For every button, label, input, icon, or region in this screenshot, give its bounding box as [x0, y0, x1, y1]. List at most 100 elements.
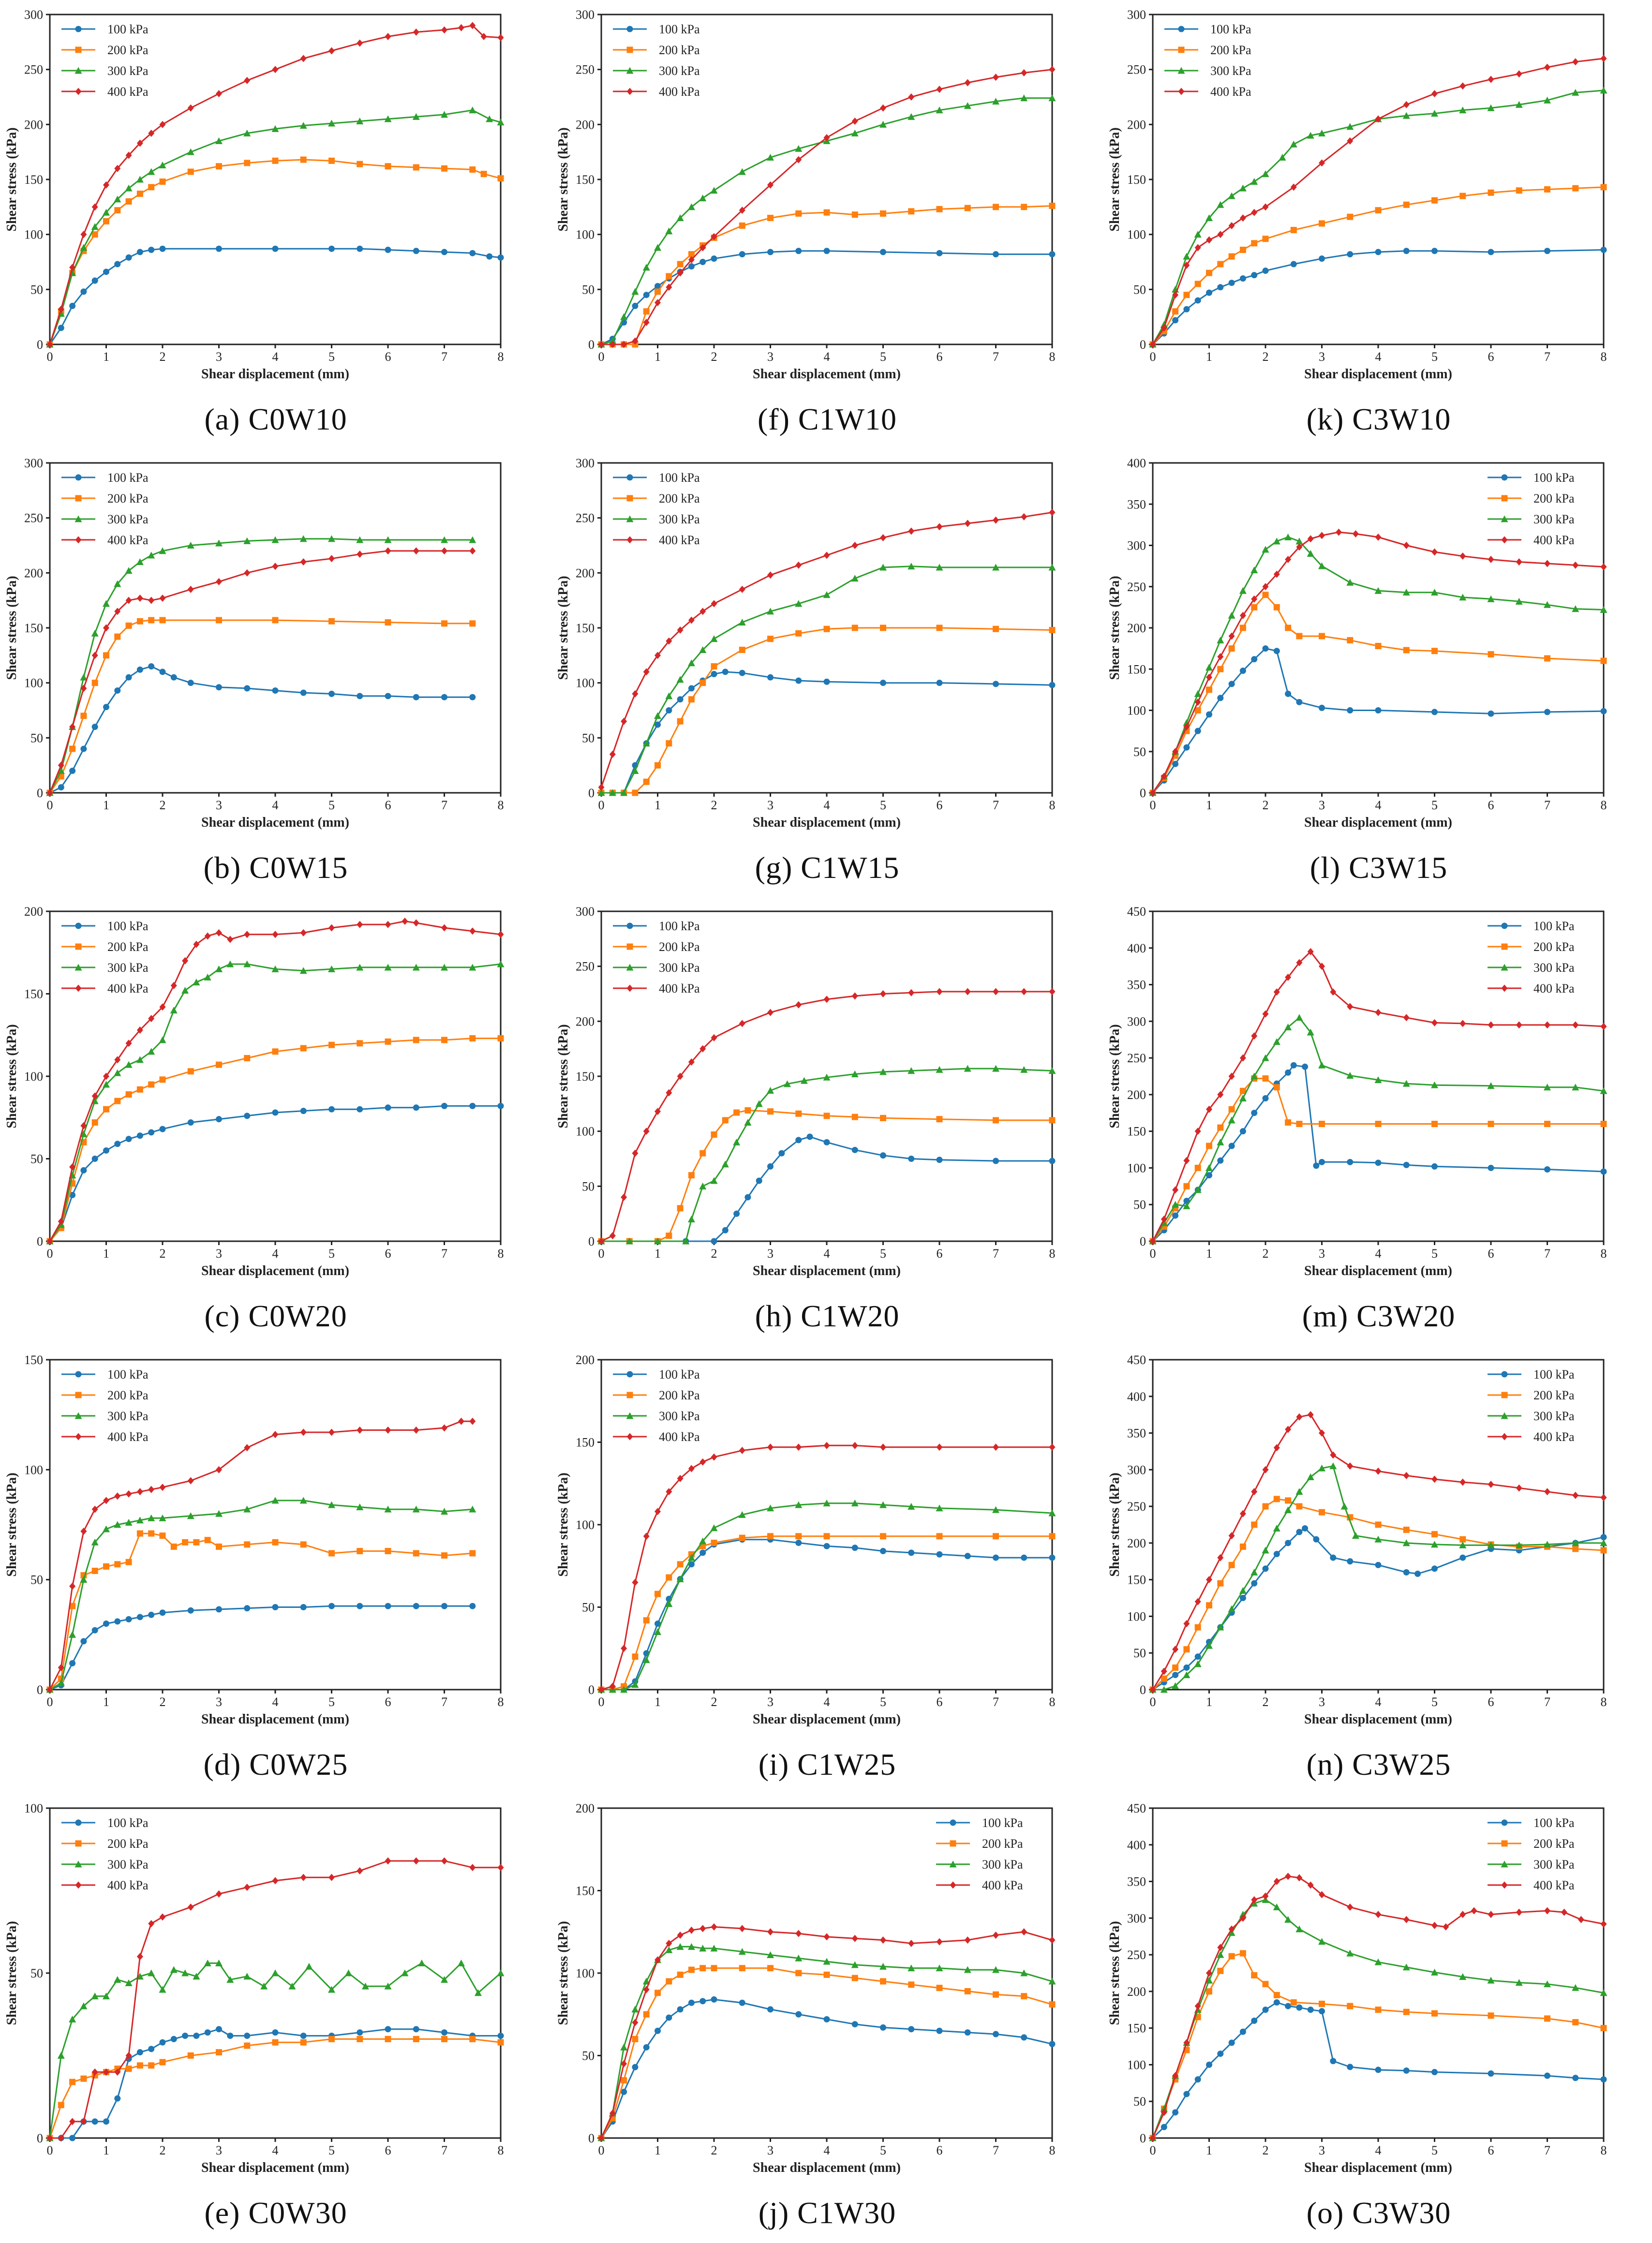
data-point [879, 1068, 887, 1075]
data-point [1307, 2006, 1314, 2013]
data-point [204, 1537, 211, 1544]
data-point [469, 964, 476, 971]
data-point [272, 1109, 279, 1116]
y-tick-label: 200 [24, 566, 43, 580]
legend-marker [626, 46, 633, 53]
data-point [469, 1035, 476, 1042]
data-point [1431, 90, 1438, 98]
data-point [1228, 1106, 1235, 1113]
data-point [1459, 552, 1466, 560]
data-point [91, 277, 98, 284]
data-point [936, 1985, 943, 1991]
data-point [1403, 1527, 1410, 1533]
x-tick-label: 8 [498, 350, 504, 364]
data-point [687, 1216, 695, 1223]
data-point [187, 1068, 194, 1075]
data-point [1307, 132, 1314, 139]
data-point [1021, 204, 1027, 210]
data-point [655, 1956, 661, 1964]
series-100-kpa [1149, 645, 1607, 796]
data-point [699, 1998, 706, 2005]
x-tick-label: 3 [216, 350, 222, 364]
data-point [755, 1100, 763, 1107]
data-point [457, 1960, 465, 1967]
data-point [1262, 1565, 1269, 1572]
data-point [1183, 306, 1190, 312]
data-point [1572, 1021, 1579, 1029]
legend-label: 400 kPa [107, 981, 149, 995]
x-tick-label: 0 [1150, 2143, 1156, 2157]
y-tick-label: 200 [1127, 1985, 1146, 1999]
data-point [1516, 1908, 1522, 1916]
x-tick-label: 5 [1431, 350, 1438, 364]
data-point [1262, 1095, 1269, 1101]
data-point [767, 1533, 774, 1540]
data-point [114, 1098, 121, 1104]
data-point [625, 1237, 633, 1245]
data-point [643, 778, 650, 785]
data-point [711, 1540, 717, 1546]
data-point [880, 1548, 886, 1555]
data-point [1049, 1554, 1056, 1561]
data-point [851, 1146, 858, 1153]
y-tick-label: 300 [576, 8, 595, 22]
data-point [1296, 698, 1303, 705]
data-point [688, 685, 695, 692]
data-point [103, 1081, 110, 1088]
data-point [1403, 1916, 1410, 1923]
data-point [69, 2118, 76, 2125]
data-point [148, 1514, 155, 1521]
data-point [148, 1969, 155, 1976]
data-point [1217, 637, 1224, 644]
legend-marker [626, 1412, 634, 1419]
data-point [91, 203, 98, 211]
y-tick-label: 100 [1127, 1161, 1146, 1175]
x-tick-label: 6 [937, 350, 943, 364]
data-point [621, 2060, 627, 2068]
data-point [992, 98, 999, 105]
data-point [148, 1048, 155, 1055]
data-point [1262, 2006, 1269, 2013]
data-point [458, 1417, 464, 1425]
data-point [385, 547, 391, 555]
data-point [767, 1443, 774, 1451]
data-point [114, 261, 121, 267]
x-tick-label: 1 [103, 350, 109, 364]
series-400-kpa [46, 917, 504, 1245]
data-point [91, 724, 98, 730]
data-point [1403, 201, 1410, 208]
data-point [357, 1867, 363, 1875]
x-tick-label: 4 [824, 350, 830, 364]
data-point [1459, 1478, 1466, 1486]
data-point [1172, 308, 1179, 315]
data-point [1302, 1525, 1309, 1532]
data-point [687, 659, 695, 667]
data-point [243, 537, 251, 544]
data-point [125, 1490, 132, 1498]
series-200-kpa [46, 1530, 476, 1693]
data-point [1239, 611, 1246, 619]
x-tick-label: 1 [1206, 2143, 1212, 2157]
series-line [1152, 1952, 1604, 2139]
data-point [1431, 1019, 1438, 1026]
y-tick-label: 150 [576, 1884, 595, 1898]
data-point [328, 1986, 335, 1993]
data-point [1194, 1164, 1201, 1171]
y-tick-label: 400 [1127, 1390, 1146, 1404]
y-tick-label: 0 [37, 1683, 43, 1697]
data-point [125, 198, 132, 205]
data-point [688, 256, 695, 264]
data-point [272, 1877, 279, 1885]
data-point [148, 1129, 155, 1136]
data-point [80, 288, 87, 295]
data-point [1194, 244, 1201, 252]
legend-label: 100 kPa [1533, 919, 1575, 933]
data-point [1239, 1543, 1246, 1550]
x-tick-label: 8 [498, 798, 504, 812]
data-point [1273, 1038, 1280, 1045]
y-tick-label: 0 [1140, 786, 1146, 800]
x-tick-label: 6 [937, 1695, 943, 1709]
data-point [148, 1015, 155, 1023]
series-400-kpa [46, 22, 504, 348]
